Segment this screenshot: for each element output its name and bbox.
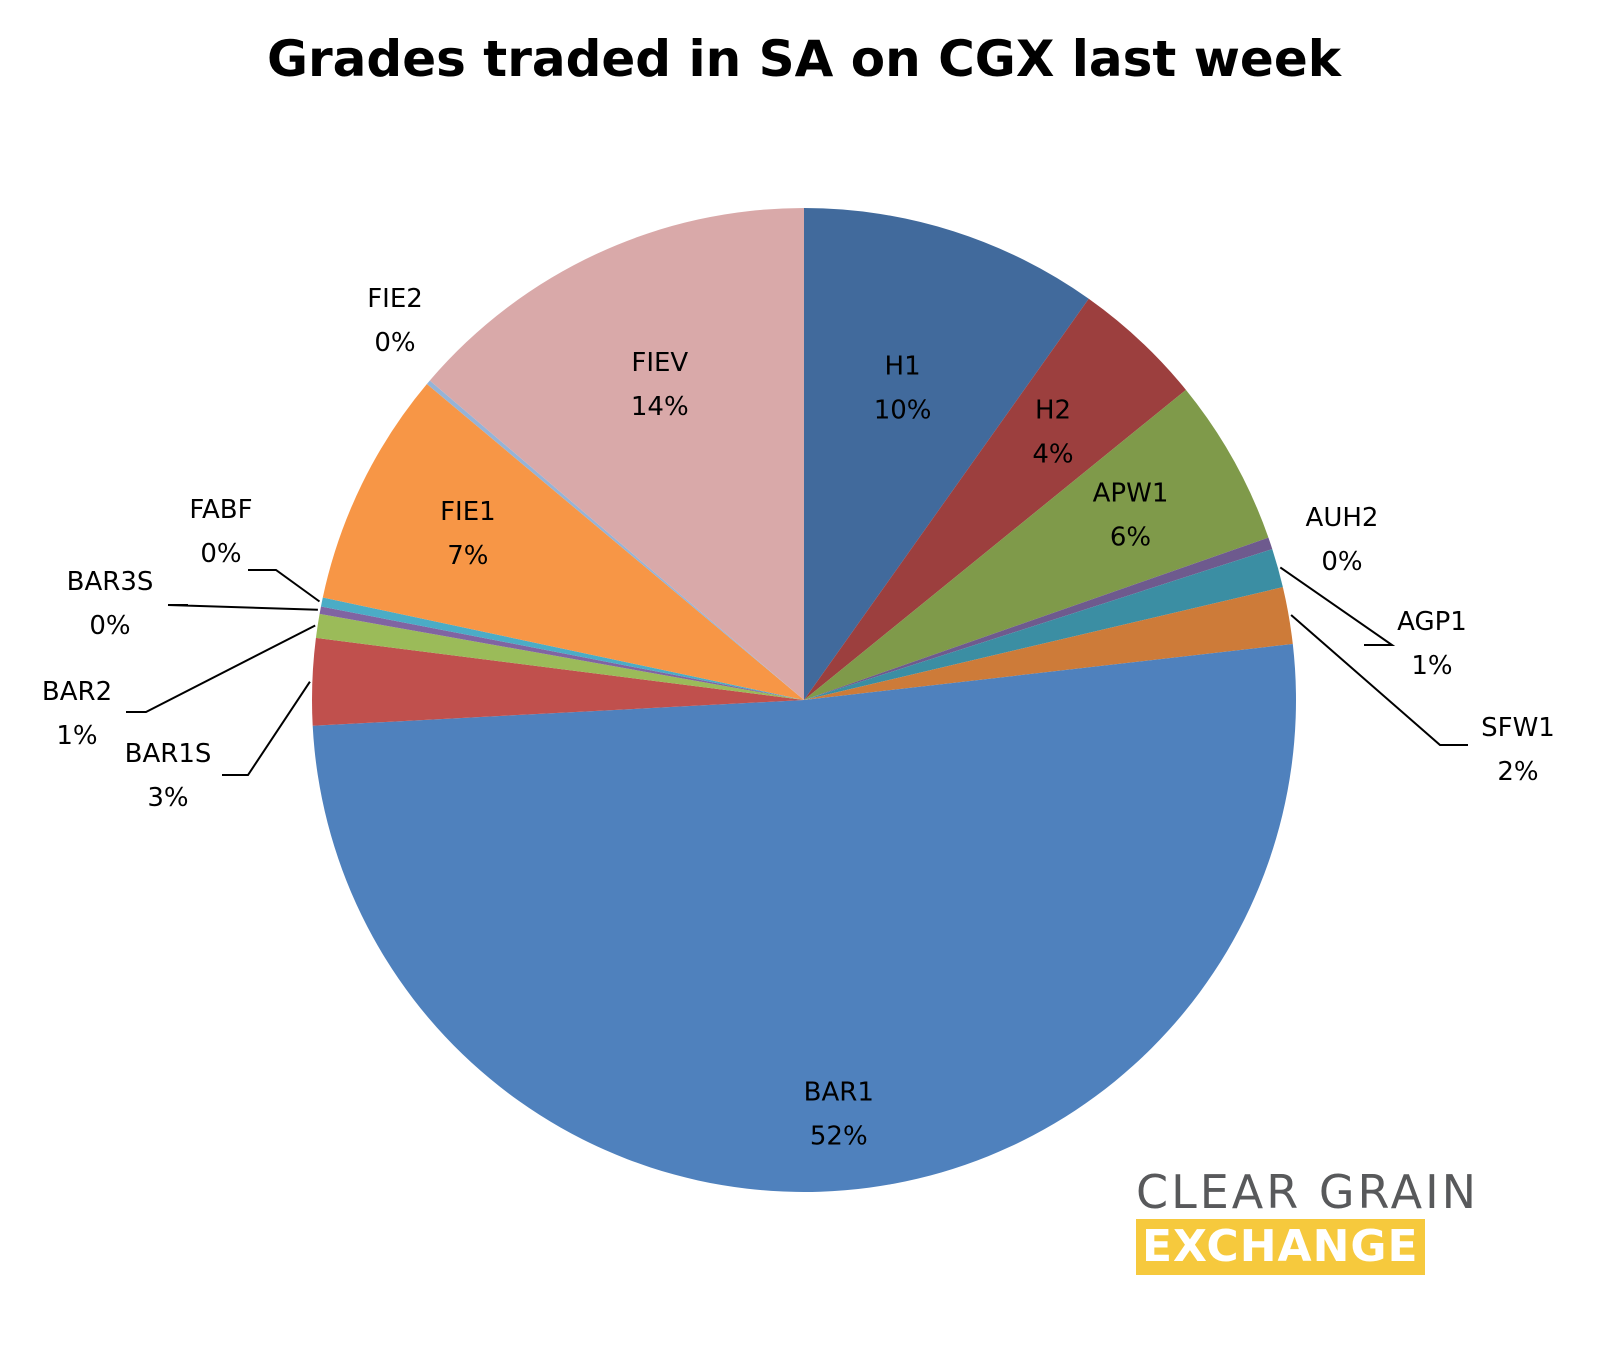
slice-percent-bar3s: 0%	[89, 611, 130, 641]
leader-line-sfw1	[1290, 614, 1468, 746]
slice-label-h2: H2	[1035, 395, 1071, 425]
slice-percent-fie1: 7%	[447, 541, 488, 571]
leader-lines	[126, 566, 1468, 776]
pie-slice-h1	[804, 208, 1089, 700]
slice-percent-h2: 4%	[1032, 439, 1073, 469]
slice-label-h1: H1	[885, 352, 921, 382]
slice-percent-apw1: 6%	[1110, 523, 1151, 553]
slice-label-bar3s: BAR3S	[67, 567, 154, 597]
logo-text-top: CLEAR GRAIN	[1136, 1165, 1480, 1219]
slice-percent-fabf: 0%	[200, 539, 241, 569]
leader-line-bar1s	[222, 681, 311, 776]
leader-line-agp1	[1279, 566, 1396, 646]
pie-slice-auh2	[804, 537, 1273, 700]
pie-slice-fabf	[320, 597, 804, 700]
slice-percent-agp1: 1%	[1411, 651, 1452, 681]
slice-label-bar1s: BAR1S	[125, 739, 212, 769]
pie-slice-bar1	[312, 643, 1297, 1192]
pie-slice-sfw1	[804, 587, 1293, 700]
chart-title: Grades traded in SA on CGX last week	[267, 30, 1343, 88]
pie-slice-apw1	[804, 389, 1269, 700]
slice-label-fabf: FABF	[189, 495, 252, 525]
pie-slice-fiev	[429, 207, 804, 700]
slice-percent-sfw1: 2%	[1497, 757, 1538, 787]
slice-percent-fie2: 0%	[374, 328, 415, 358]
leader-line-bar3s	[167, 604, 318, 611]
slice-label-fie2: FIE2	[367, 284, 423, 314]
leader-line-fabf	[248, 569, 321, 603]
pie-slice-fie2	[426, 380, 804, 700]
slice-percent-bar2: 1%	[56, 721, 97, 751]
leader-line-bar2	[126, 624, 316, 713]
pie-slice-bar2	[315, 613, 804, 700]
slice-label-fiev: FIEV	[631, 348, 688, 378]
slice-percent-fiev: 14%	[631, 392, 689, 422]
slice-percent-h1: 10%	[874, 396, 932, 426]
pie-slice-bar1s	[312, 637, 804, 726]
slice-label-apw1: APW1	[1093, 479, 1169, 509]
slice-percent-bar1: 52%	[810, 1122, 868, 1152]
slice-label-bar1: BAR1	[804, 1078, 874, 1108]
slice-label-sfw1: SFW1	[1481, 713, 1555, 743]
slice-percent-bar1s: 3%	[147, 783, 188, 813]
pie-slice-agp1	[804, 549, 1283, 700]
pie-slice-h2	[804, 298, 1186, 700]
slice-label-auh2: AUH2	[1306, 503, 1379, 533]
logo-text-bottom: EXCHANGE	[1136, 1219, 1425, 1275]
slice-labels: H1 10% H2 4% APW1 6% AUH2 0% AGP1 1% SFW1 2% BAR1 52%…	[42, 284, 1555, 1152]
slice-label-fie1: FIE1	[440, 497, 496, 527]
clear-grain-exchange-logo: CLEAR GRAIN EXCHANGE	[1136, 1165, 1528, 1275]
slice-label-agp1: AGP1	[1397, 607, 1467, 637]
pie-slices	[312, 207, 1297, 1192]
slice-label-bar2: BAR2	[42, 677, 112, 707]
slice-percent-auh2: 0%	[1321, 547, 1362, 577]
pie-slice-bar3s	[319, 606, 804, 700]
pie-slice-fie1	[322, 384, 804, 700]
